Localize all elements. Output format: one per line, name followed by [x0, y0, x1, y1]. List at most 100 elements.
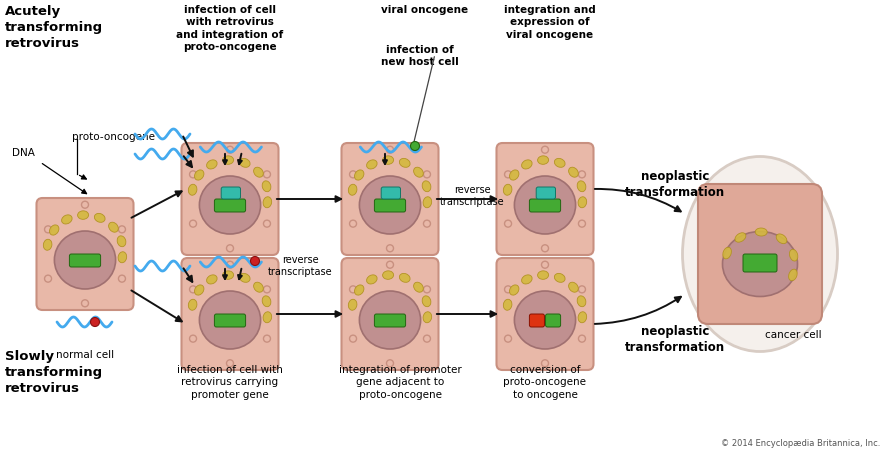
FancyBboxPatch shape [381, 187, 400, 200]
Ellipse shape [422, 182, 431, 192]
Ellipse shape [577, 182, 586, 192]
Ellipse shape [199, 177, 260, 234]
Ellipse shape [108, 222, 118, 233]
FancyBboxPatch shape [36, 198, 133, 310]
Ellipse shape [383, 271, 393, 280]
Circle shape [423, 172, 430, 178]
Text: infection of cell with
retrovirus carrying
promoter gene: infection of cell with retrovirus carryi… [177, 364, 283, 399]
Circle shape [579, 172, 586, 178]
FancyBboxPatch shape [182, 144, 279, 255]
Ellipse shape [43, 240, 52, 251]
Ellipse shape [414, 283, 423, 293]
Ellipse shape [189, 185, 197, 196]
Text: reverse
transcriptase: reverse transcriptase [440, 185, 505, 207]
Circle shape [386, 245, 393, 252]
Circle shape [250, 257, 259, 266]
Ellipse shape [206, 275, 217, 284]
Circle shape [264, 221, 271, 228]
Circle shape [542, 360, 549, 367]
Ellipse shape [514, 177, 576, 234]
Ellipse shape [569, 283, 579, 293]
Ellipse shape [683, 157, 838, 352]
FancyBboxPatch shape [529, 314, 544, 327]
FancyBboxPatch shape [529, 200, 561, 212]
Circle shape [542, 245, 549, 252]
Ellipse shape [194, 285, 204, 295]
Circle shape [349, 286, 356, 293]
Circle shape [386, 262, 393, 268]
Ellipse shape [400, 274, 410, 283]
Circle shape [44, 226, 51, 233]
Ellipse shape [578, 197, 587, 208]
Ellipse shape [755, 228, 767, 237]
FancyBboxPatch shape [341, 258, 438, 370]
Circle shape [386, 147, 393, 154]
Circle shape [505, 335, 512, 342]
Circle shape [227, 245, 234, 252]
Circle shape [81, 300, 88, 307]
Ellipse shape [555, 159, 565, 168]
Ellipse shape [254, 168, 264, 178]
Circle shape [423, 335, 430, 342]
Ellipse shape [262, 296, 271, 307]
Ellipse shape [555, 274, 565, 283]
Ellipse shape [355, 171, 364, 181]
Circle shape [349, 335, 356, 342]
Circle shape [91, 318, 100, 327]
Circle shape [542, 262, 549, 268]
Ellipse shape [348, 185, 357, 196]
Circle shape [227, 262, 234, 268]
Ellipse shape [254, 283, 264, 293]
Circle shape [264, 335, 271, 342]
Text: conversion of
proto-oncogene
to oncogene: conversion of proto-oncogene to oncogene [504, 364, 587, 399]
Ellipse shape [206, 161, 217, 170]
Ellipse shape [510, 285, 519, 295]
Text: Slowly
transforming
retrovirus: Slowly transforming retrovirus [5, 349, 103, 394]
Ellipse shape [383, 157, 393, 165]
FancyBboxPatch shape [546, 314, 561, 327]
Text: infection of cell
with retrovirus
and integration of
proto-oncogene: infection of cell with retrovirus and in… [176, 5, 284, 52]
Ellipse shape [62, 215, 72, 224]
Ellipse shape [222, 271, 234, 280]
Circle shape [386, 360, 393, 367]
Circle shape [190, 221, 197, 228]
Ellipse shape [359, 177, 421, 234]
Text: integration and
expression of
viral oncogene: integration and expression of viral onco… [505, 5, 596, 40]
Ellipse shape [722, 232, 797, 297]
Circle shape [190, 335, 197, 342]
Text: © 2014 Encyclopædia Britannica, Inc.: © 2014 Encyclopædia Britannica, Inc. [721, 438, 880, 447]
Circle shape [190, 286, 197, 293]
Circle shape [579, 286, 586, 293]
Ellipse shape [514, 291, 576, 349]
Circle shape [423, 221, 430, 228]
Text: neoplastic
transformation: neoplastic transformation [625, 170, 725, 198]
Ellipse shape [355, 285, 364, 295]
Ellipse shape [789, 269, 797, 281]
Text: cancer cell: cancer cell [765, 329, 822, 339]
Ellipse shape [538, 271, 549, 280]
Circle shape [227, 147, 234, 154]
Circle shape [505, 221, 512, 228]
Text: neoplastic
transformation: neoplastic transformation [625, 324, 725, 353]
Ellipse shape [263, 197, 272, 208]
FancyBboxPatch shape [182, 258, 279, 370]
FancyBboxPatch shape [214, 200, 245, 212]
Ellipse shape [348, 299, 357, 311]
Ellipse shape [262, 182, 271, 192]
FancyBboxPatch shape [374, 200, 406, 212]
Ellipse shape [400, 159, 410, 168]
Ellipse shape [521, 161, 532, 170]
Ellipse shape [504, 185, 512, 196]
Circle shape [505, 286, 512, 293]
Ellipse shape [239, 274, 250, 283]
Text: reverse
transcriptase: reverse transcriptase [268, 254, 333, 277]
FancyBboxPatch shape [497, 144, 594, 255]
Ellipse shape [359, 291, 421, 349]
Ellipse shape [789, 250, 798, 262]
Circle shape [579, 335, 586, 342]
Text: viral oncogene: viral oncogene [381, 5, 468, 15]
Ellipse shape [414, 168, 423, 178]
FancyBboxPatch shape [743, 254, 777, 273]
FancyBboxPatch shape [698, 185, 822, 324]
FancyBboxPatch shape [214, 314, 245, 327]
